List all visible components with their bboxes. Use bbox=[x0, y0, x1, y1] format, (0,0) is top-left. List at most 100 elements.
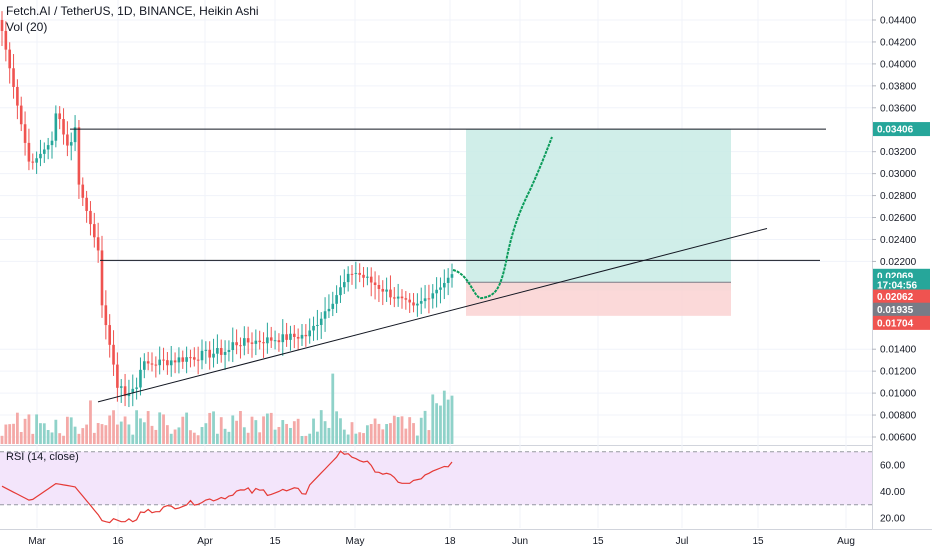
price-tick-label: 0.01200 bbox=[880, 367, 917, 378]
candle-body bbox=[400, 296, 404, 299]
candle-body bbox=[62, 119, 65, 135]
drawings[interactable] bbox=[70, 128, 826, 403]
volume-bar bbox=[258, 432, 262, 444]
candle-body bbox=[316, 324, 319, 326]
time-tick-label: 15 bbox=[592, 536, 604, 547]
volume-bar bbox=[65, 416, 69, 444]
volume-bar bbox=[219, 417, 223, 444]
volume-bar bbox=[27, 414, 31, 444]
volume-bar bbox=[296, 418, 300, 444]
volume-bar bbox=[123, 416, 127, 444]
candle-body bbox=[331, 303, 335, 309]
candle-body bbox=[135, 387, 138, 389]
candle-body bbox=[12, 68, 15, 87]
candle-body bbox=[385, 289, 388, 292]
price-badge bbox=[873, 122, 930, 137]
candle-body bbox=[104, 305, 108, 326]
candle-body bbox=[408, 299, 411, 303]
time-tick-label: 18 bbox=[444, 536, 456, 547]
candle-body bbox=[81, 184, 85, 198]
price-badge-label: 0.02062 bbox=[877, 292, 914, 303]
candle-body bbox=[293, 333, 296, 337]
volume-bar bbox=[50, 432, 54, 444]
candle-body bbox=[269, 337, 273, 341]
price-tick-label: 0.04200 bbox=[880, 37, 917, 48]
candle-body bbox=[335, 295, 338, 304]
candle-body bbox=[296, 336, 300, 339]
candle-body bbox=[450, 274, 454, 278]
symbol-title[interactable]: Fetch.AI / TetherUS, 1D, BINANCE, Heikin… bbox=[6, 4, 259, 18]
volume-bar bbox=[450, 395, 454, 444]
candle-body bbox=[185, 357, 188, 362]
candle-body bbox=[100, 250, 104, 306]
volume-bar bbox=[54, 419, 58, 444]
volume-bar bbox=[385, 424, 389, 444]
price-tick-label: 0.03800 bbox=[880, 81, 917, 92]
time-tick-label: Mar bbox=[28, 536, 46, 547]
stop-zone bbox=[466, 282, 731, 316]
volume-bar bbox=[373, 418, 377, 444]
volume-bar bbox=[177, 427, 181, 444]
volume-bar bbox=[242, 427, 246, 444]
volume-bar bbox=[81, 428, 85, 444]
volume-label[interactable]: Vol (20) bbox=[6, 20, 48, 34]
candle-body bbox=[266, 337, 269, 344]
time-tick-label: May bbox=[346, 536, 365, 547]
volume-bar bbox=[323, 421, 327, 444]
candle-body bbox=[54, 113, 58, 141]
volume-bar bbox=[104, 425, 108, 444]
candle-body bbox=[127, 393, 131, 397]
candle-body bbox=[4, 30, 8, 50]
long-position-tool[interactable] bbox=[466, 129, 731, 316]
price-badge bbox=[873, 289, 930, 304]
volume-bar bbox=[227, 431, 231, 444]
candle-body bbox=[439, 287, 442, 290]
candle-body bbox=[373, 282, 377, 285]
volume-bar bbox=[404, 428, 408, 444]
volume-bar bbox=[281, 420, 285, 444]
price-tick-label: 0.02400 bbox=[880, 235, 917, 246]
volume-bar bbox=[231, 415, 235, 444]
time-tick-label: Apr bbox=[197, 536, 213, 547]
volume-bar bbox=[339, 418, 342, 444]
volume-bar bbox=[358, 432, 362, 444]
volume-bar bbox=[239, 410, 242, 444]
candle-body bbox=[350, 273, 354, 275]
candle-body bbox=[254, 340, 258, 344]
candle-body bbox=[131, 388, 135, 394]
target-zone bbox=[466, 129, 731, 291]
candle-body bbox=[69, 142, 73, 146]
volume-bar bbox=[342, 429, 346, 444]
price-axis[interactable]: 0.04400 0.04200 0.04000 0.03800 0.03600 0.032… bbox=[872, 16, 930, 444]
rsi-label[interactable]: RSI (14, close) bbox=[6, 451, 79, 463]
volume-bar bbox=[431, 394, 435, 444]
volume-bar bbox=[119, 421, 123, 444]
price-tick-label: 0.01400 bbox=[880, 345, 917, 356]
candle-body bbox=[446, 277, 450, 283]
volume-bar bbox=[146, 411, 150, 444]
candle-body bbox=[173, 360, 177, 363]
price-tick-label: 0.03200 bbox=[880, 147, 917, 158]
candle-body bbox=[227, 350, 231, 352]
candle-body bbox=[354, 272, 358, 274]
candle-body bbox=[327, 308, 331, 312]
candle-body bbox=[143, 361, 146, 370]
candle-body bbox=[319, 318, 323, 325]
volume-bars bbox=[0, 373, 454, 444]
candle-body bbox=[58, 113, 61, 120]
candle-body bbox=[404, 298, 408, 300]
volume-bar bbox=[12, 423, 15, 444]
candle-body bbox=[289, 333, 292, 340]
volume-bar bbox=[412, 423, 415, 444]
volume-bar bbox=[269, 412, 273, 444]
time-axis[interactable]: Mar 16 Apr 15 May 18 Jun 15 Jul 15 Aug bbox=[28, 536, 855, 547]
candle-body bbox=[119, 386, 123, 388]
volume-bar bbox=[108, 415, 112, 444]
candle-body bbox=[443, 282, 446, 288]
volume-bar bbox=[77, 433, 81, 444]
volume-bar bbox=[423, 410, 427, 444]
time-tick-label: Aug bbox=[837, 536, 855, 547]
time-tick-label: 15 bbox=[752, 536, 764, 547]
candle-body bbox=[223, 351, 227, 355]
